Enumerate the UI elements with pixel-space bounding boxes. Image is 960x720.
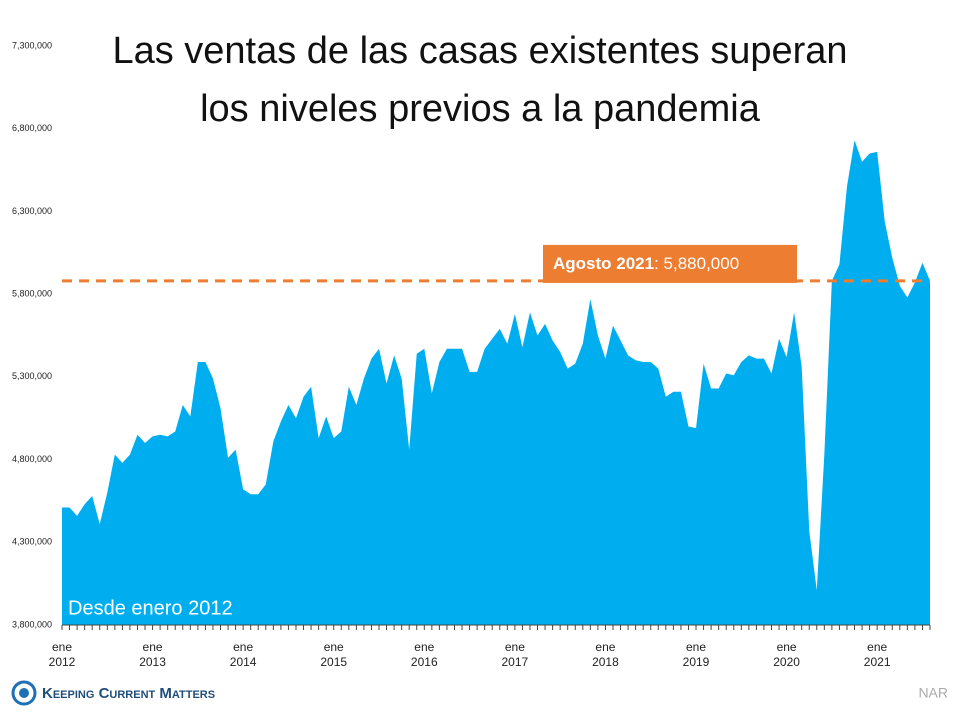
reference-value: 5,880,000: [664, 254, 740, 273]
source: NAR: [918, 685, 948, 701]
reference-box: [543, 244, 797, 283]
separator: :: [654, 254, 663, 273]
x-tick-label: ene 2017: [501, 640, 529, 669]
y-tick-label: 5,800,000: [12, 289, 52, 299]
brand: Keeping Current Matters: [42, 685, 215, 702]
x-tick-label: ene 2013: [139, 640, 166, 669]
area: [62, 140, 930, 626]
chart-title: Las ventas de las casas existentes super…: [112, 30, 848, 130]
y-tick-label: 3,800,000: [12, 619, 52, 629]
y-tick-label: 5,300,000: [12, 371, 52, 381]
x-tick-label: ene 2014: [229, 640, 257, 669]
x-tick-label: ene 2012: [48, 640, 76, 669]
y-tick-label: 4,800,000: [12, 454, 52, 464]
x-tick-label: ene 2018: [592, 640, 619, 669]
logo-icon: [11, 680, 37, 706]
annotation: Desde enero 2012: [68, 597, 233, 619]
logo-ring: [11, 680, 37, 706]
y-tick-label: 4,300,000: [12, 537, 52, 547]
x-tick-label: ene 2016: [410, 640, 438, 669]
logo-dot: [19, 688, 29, 698]
x-tick-label: ene 2019: [682, 640, 710, 669]
x-tick-label: ene 2015: [320, 640, 348, 669]
x-tick-label: ene 2020: [773, 640, 800, 669]
y-tick-label: 6,300,000: [12, 206, 52, 216]
x-tick-label: ene 2021: [863, 640, 891, 669]
y-tick-label: 7,300,000: [12, 40, 52, 50]
y-tick-label: 6,800,000: [12, 123, 52, 133]
reference-label: Agosto 2021: 5,880,000: [553, 254, 739, 273]
reference-name: Agosto 2021: [553, 254, 654, 273]
